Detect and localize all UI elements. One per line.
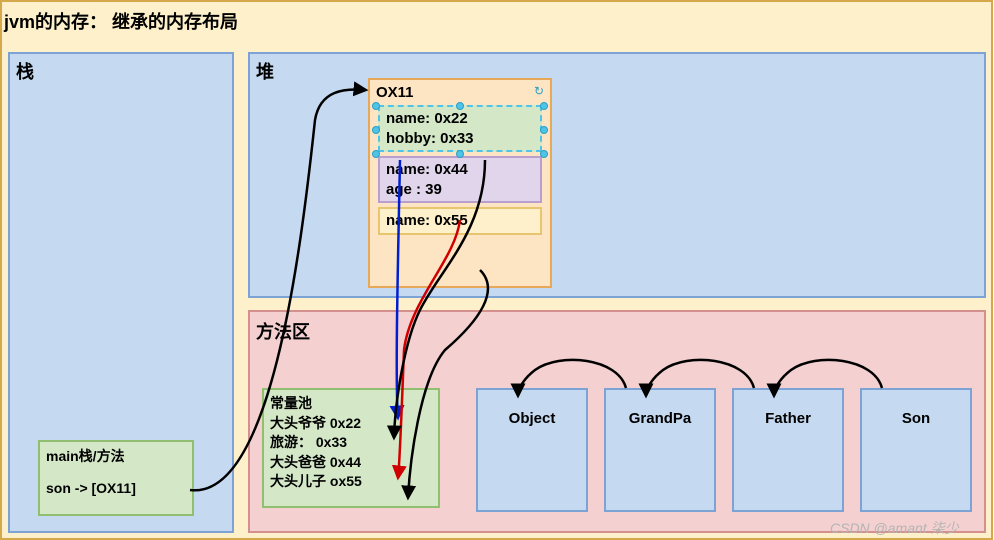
stack-block-line2: son -> [OX11] (46, 480, 186, 496)
selection-handle[interactable] (372, 126, 380, 134)
selection-handle[interactable] (540, 150, 548, 158)
selection-handle[interactable] (456, 102, 464, 110)
heap-sub-father: name: 0x44age : 39 (378, 156, 542, 203)
selection-handle[interactable] (372, 102, 380, 110)
heap-label: 堆 (256, 58, 274, 84)
method-label: 方法区 (256, 318, 310, 344)
heap-region (248, 52, 986, 298)
selection-handle[interactable] (540, 126, 548, 134)
stack-label: 栈 (16, 58, 34, 84)
selection-handle[interactable] (456, 150, 464, 158)
heap-object-title: OX11 (376, 84, 544, 101)
stack-block-line1: main栈/方法 (46, 446, 186, 466)
class-box-grandpa: GrandPa (604, 388, 716, 512)
class-box-son: Son (860, 388, 972, 512)
selection-handle[interactable] (540, 102, 548, 110)
class-box-father: Father (732, 388, 844, 512)
diagram-title: jvm的内存： 继承的内存布局 (4, 8, 238, 34)
stack-main-block: main栈/方法 son -> [OX11] (38, 440, 194, 516)
class-box-object: Object (476, 388, 588, 512)
rotate-handle-icon[interactable]: ↻ (534, 84, 544, 98)
selection-handle[interactable] (372, 150, 380, 158)
watermark: CSDN @amant 柒少 (830, 518, 959, 538)
constant-pool: 常量池大头爷爷 0x22旅游： 0x33大头爸爸 0x44大头儿子 ox55 (262, 388, 440, 508)
heap-sub-son: name: 0x55 (378, 207, 542, 235)
heap-sub-grandpa[interactable]: name: 0x22hobby: 0x33 (378, 105, 542, 152)
diagram-canvas: jvm的内存： 继承的内存布局 栈 main栈/方法 son -> [OX11]… (0, 0, 994, 540)
